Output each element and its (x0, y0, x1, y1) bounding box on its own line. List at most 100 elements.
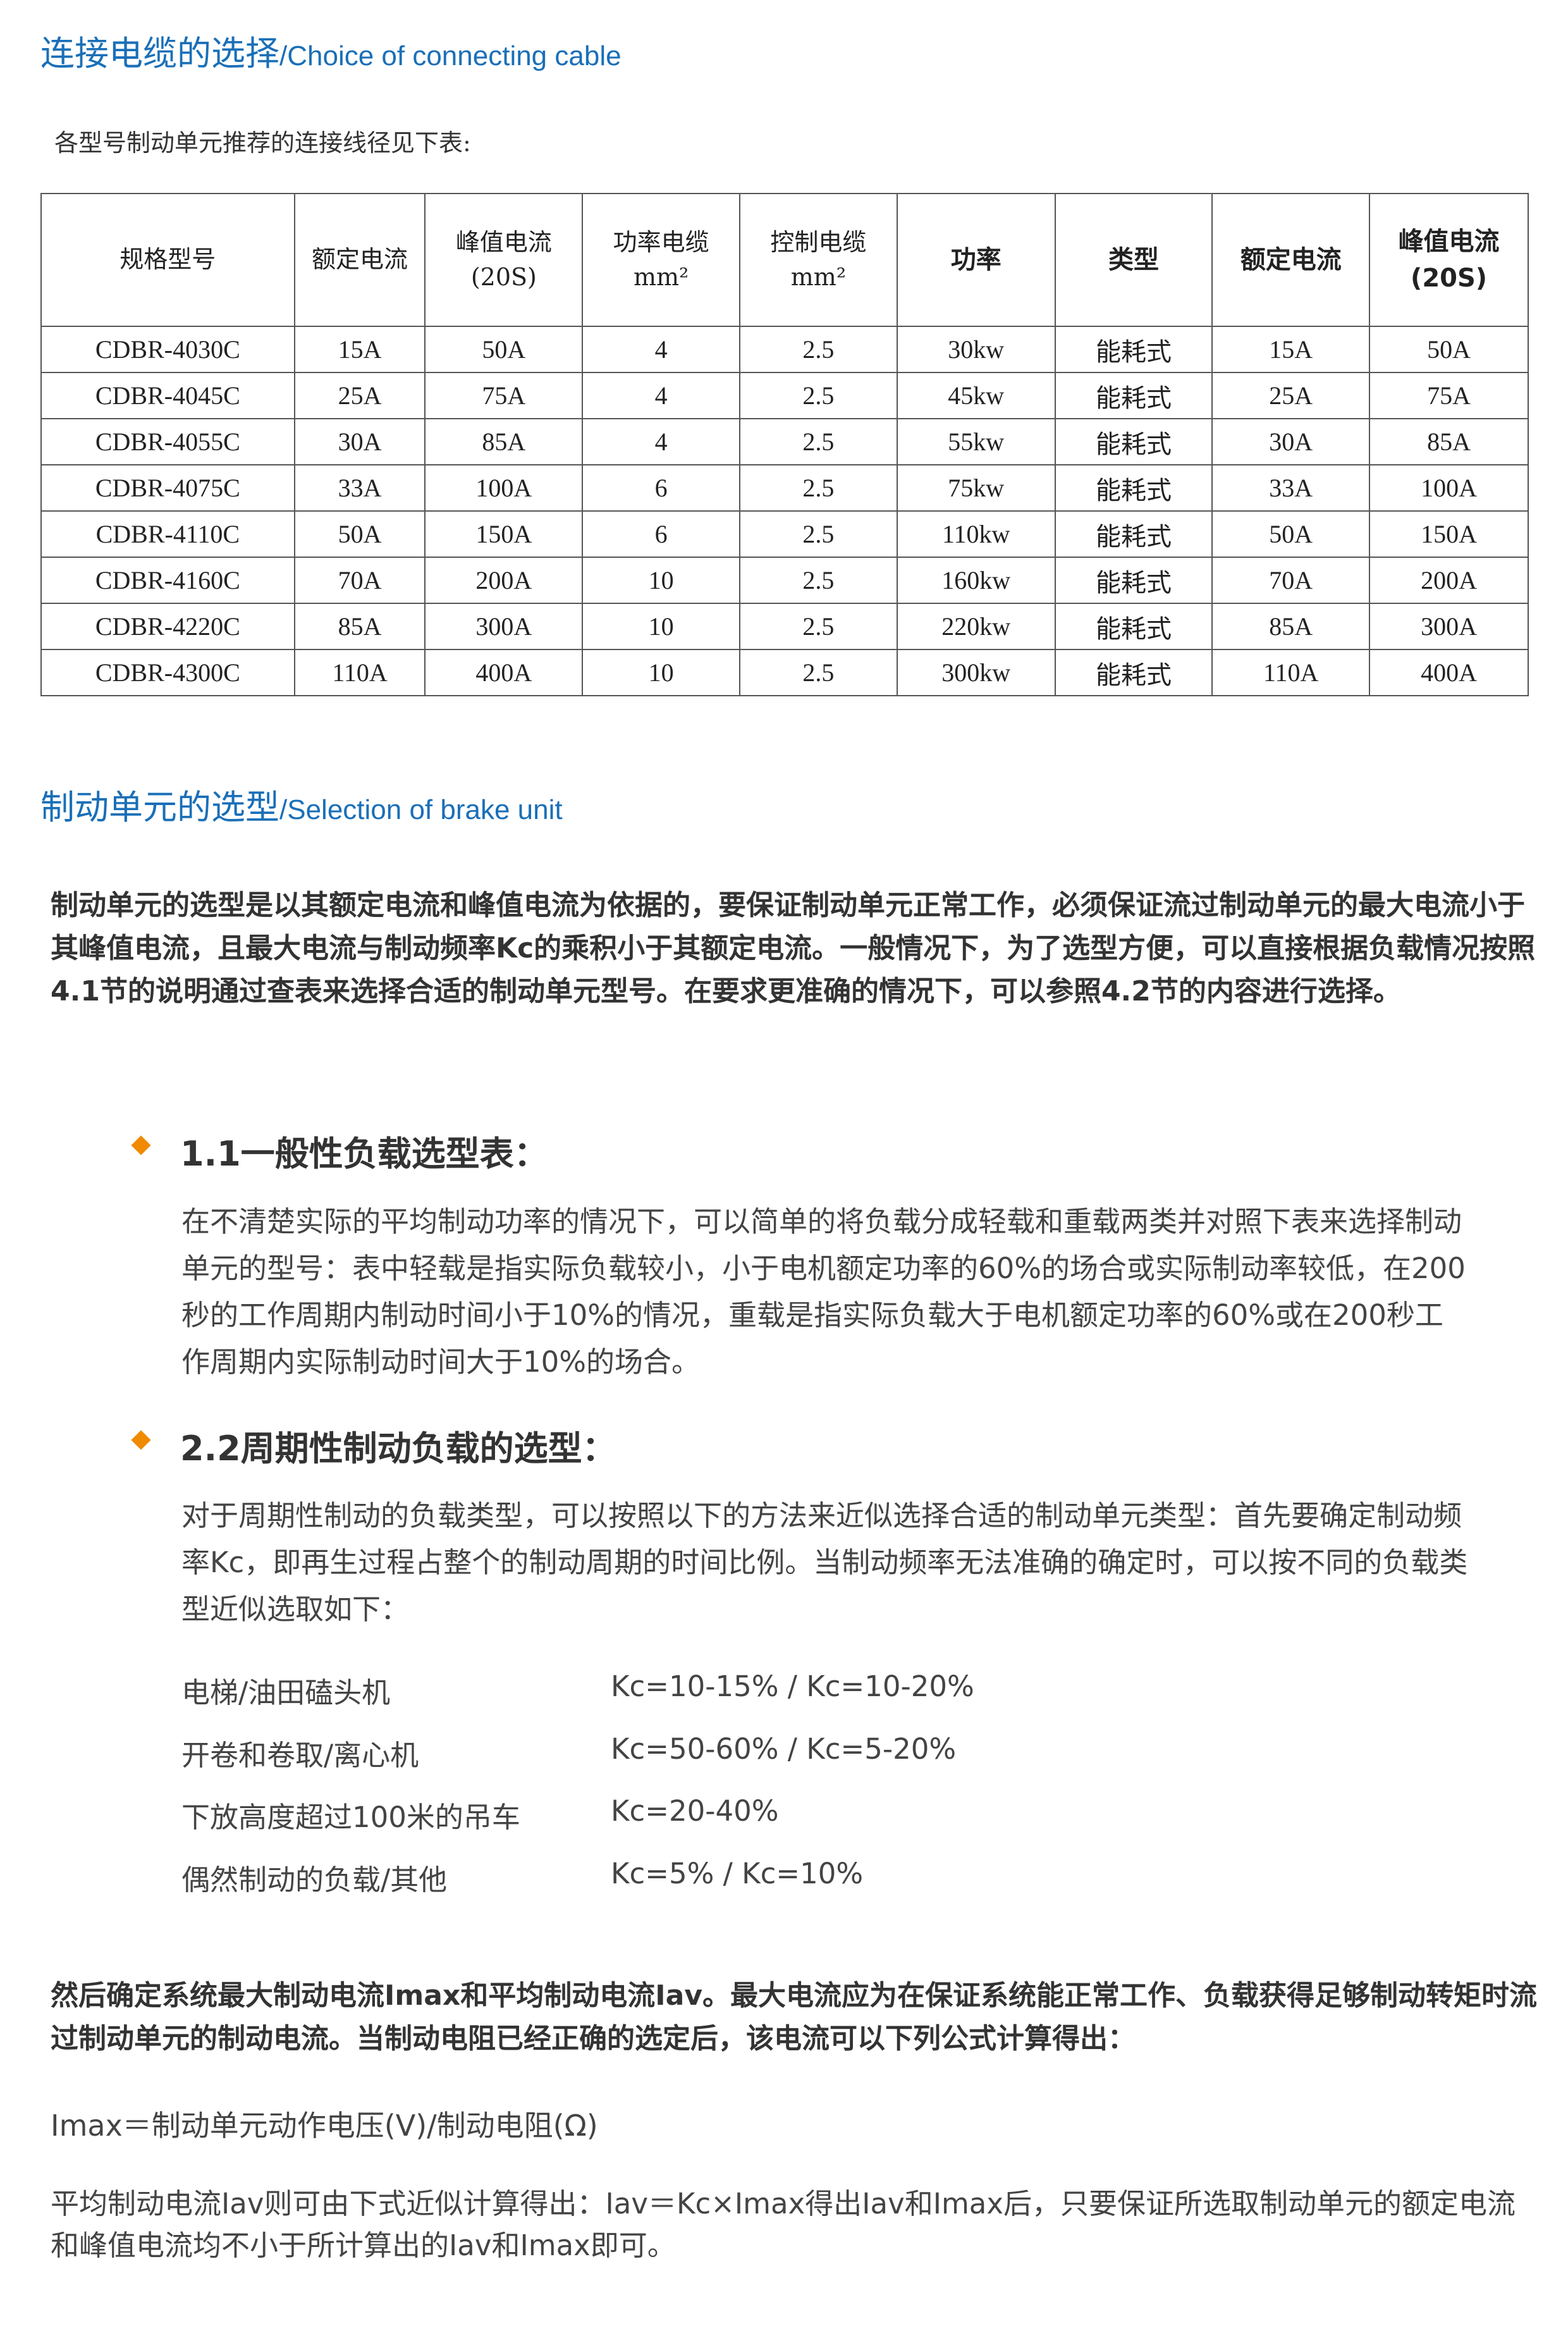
table-cell: 150A (424, 510, 584, 558)
kc-value: Kc=10-15% / Kc=10-20% (611, 1670, 974, 1703)
table-cell: 400A (1369, 649, 1529, 696)
table-header-row: 规格型号 额定电流 峰值电流(20S) 功率电缆 mm² 控制电缆 mm² 功率 类型 额定电… (40, 193, 1529, 327)
table-cell: 160kw (896, 557, 1056, 604)
kc-value: Kc=50-60% / Kc=5-20% (611, 1732, 957, 1766)
table-intro: 各型号制动单元推荐的连接线径见下表: (54, 129, 471, 157)
table-cell: 能耗式 (1054, 649, 1213, 696)
table-cell: 300A (424, 603, 584, 650)
table-cell: 50A (1211, 510, 1371, 558)
table-cell: 10 (582, 557, 741, 604)
table-cell: CDBR-4045C (40, 372, 295, 419)
table-cell: 300kw (896, 649, 1056, 696)
subheading-general-load: 1.1一般性负载选型表： (180, 1134, 548, 1174)
imax-formula: Imax＝制动单元动作电压(V)/制动电阻(Ω) (51, 2108, 598, 2143)
section-title-brake: 制动单元的选型/Selection of brake unit (40, 791, 563, 825)
closing-paragraph: 然后确定系统最大制动电流Imax和平均制动电流Iav。最大电流应为在保证系统能正… (51, 1979, 1538, 2055)
table-cell: 85A (293, 603, 426, 650)
title-cn: 制动单元的选型 (40, 787, 279, 827)
table-cell: 200A (424, 557, 584, 604)
table-cell: 300A (1369, 603, 1529, 650)
table-cell: 33A (293, 464, 426, 512)
table-cell: 45kw (896, 372, 1056, 419)
table-cell: 75A (1369, 372, 1529, 419)
table-cell: 2.5 (739, 372, 898, 419)
section-title-cable: 连接电缆的选择/Choice of connecting cable (40, 37, 622, 71)
table-cell: 2.5 (739, 464, 898, 512)
column-header: 功率电缆 mm² (582, 193, 741, 327)
selection-paragraph: 制动单元的选型是以其额定电流和峰值电流为依据的，要保证制动单元正常工作，必须保证… (51, 889, 1536, 1007)
general-load-paragraph: 在不清楚实际的平均制动功率的情况下，可以简单的将负载分成轻载和重载两类并对照下表… (181, 1205, 1466, 1379)
load-type-label: 偶然制动的负载/其他 (181, 1863, 448, 1897)
load-type-label: 开卷和卷取/离心机 (181, 1739, 419, 1772)
table-row: CDBR-4220C 85A 300A 10 2.5 220kw 能耗式 85A 300A (40, 603, 1529, 650)
table-cell: CDBR-4300C (40, 649, 295, 696)
column-header: 类型 (1054, 193, 1213, 327)
table-cell: 55kw (896, 418, 1056, 465)
table-cell: 100A (424, 464, 584, 512)
table-cell: 2.5 (739, 649, 898, 696)
table-cell: 能耗式 (1054, 557, 1213, 604)
table-cell: 4 (582, 372, 741, 419)
table-cell: 100A (1369, 464, 1529, 512)
table-cell: CDBR-4160C (40, 557, 295, 604)
table-row: CDBR-4110C 50A 150A 6 2.5 110kw 能耗式 50A 150A (40, 510, 1529, 558)
title-en: /Choice of connecting cable (279, 40, 622, 71)
table-cell: 能耗式 (1054, 418, 1213, 465)
diamond-bullet-icon (131, 1135, 151, 1155)
column-header: 控制电缆 mm² (739, 193, 898, 327)
cable-table: 规格型号 额定电流 峰值电流(20S) 功率电缆 mm² 控制电缆 mm² 功率 类型 额定电… (40, 193, 1529, 696)
table-row: CDBR-4075C 33A 100A 6 2.5 75kw 能耗式 33A 100A (40, 464, 1529, 512)
column-header: 峰值电流(20S) (1369, 193, 1529, 327)
table-cell: 50A (293, 510, 426, 558)
column-header: 额定电流 (293, 193, 426, 327)
table-cell: CDBR-4075C (40, 464, 295, 512)
table-row: CDBR-4055C 30A 85A 4 2.5 55kw 能耗式 30A 85A (40, 418, 1529, 465)
title-cn: 连接电缆的选择 (40, 34, 279, 73)
column-header: 功率 (896, 193, 1056, 327)
table-cell: 15A (1211, 326, 1371, 373)
table-cell: 50A (424, 326, 584, 373)
table-cell: CDBR-4110C (40, 510, 295, 558)
table-row: CDBR-4045C 25A 75A 4 2.5 45kw 能耗式 25A 75A (40, 372, 1529, 419)
table-cell: 2.5 (739, 510, 898, 558)
kc-value: Kc=5% / Kc=10% (611, 1857, 864, 1890)
table-cell: 2.5 (739, 603, 898, 650)
table-cell: 150A (1369, 510, 1529, 558)
table-cell: 110A (293, 649, 426, 696)
table-cell: 2.5 (739, 557, 898, 604)
kc-value: Kc=20-40% (611, 1794, 779, 1828)
table-cell: 75kw (896, 464, 1056, 512)
table-cell: 6 (582, 464, 741, 512)
table-cell: 30kw (896, 326, 1056, 373)
table-row: CDBR-4160C 70A 200A 10 2.5 160kw 能耗式 70A 200A (40, 557, 1529, 604)
table-cell: CDBR-4055C (40, 418, 295, 465)
table-cell: 70A (293, 557, 426, 604)
table-cell: 200A (1369, 557, 1529, 604)
table-cell: 85A (1369, 418, 1529, 465)
column-header: 额定电流 (1211, 193, 1371, 327)
diamond-bullet-icon (131, 1430, 151, 1450)
table-cell: 70A (1211, 557, 1371, 604)
table-cell: 6 (582, 510, 741, 558)
final-paragraph: 平均制动电流Iav则可由下式近似计算得出：Iav＝Kc×Imax得出Iav和Im… (51, 2187, 1516, 2262)
column-header: 峰值电流(20S) (424, 193, 584, 327)
table-cell: 10 (582, 649, 741, 696)
table-cell: 110kw (896, 510, 1056, 558)
table-cell: 能耗式 (1054, 372, 1213, 419)
load-type-label: 电梯/油田磕头机 (181, 1676, 391, 1709)
table-cell: 30A (1211, 418, 1371, 465)
subheading-periodic-load: 2.2周期性制动负载的选型： (180, 1429, 616, 1468)
periodic-load-paragraph: 对于周期性制动的负载类型，可以按照以下的方法来近似选择合适的制动单元类型：首先要… (181, 1499, 1468, 1626)
table-cell: 2.5 (739, 418, 898, 465)
load-type-label: 下放高度超过100米的吊车 (181, 1801, 520, 1834)
table-cell: 15A (293, 326, 426, 373)
table-cell: 110A (1211, 649, 1371, 696)
table-row: CDBR-4300C 110A 400A 10 2.5 300kw 能耗式 110A 400A (40, 649, 1529, 696)
table-cell: 10 (582, 603, 741, 650)
table-cell: 25A (1211, 372, 1371, 419)
table-cell: 220kw (896, 603, 1056, 650)
table-cell: 50A (1369, 326, 1529, 373)
table-cell: 能耗式 (1054, 326, 1213, 373)
table-cell: 85A (1211, 603, 1371, 650)
